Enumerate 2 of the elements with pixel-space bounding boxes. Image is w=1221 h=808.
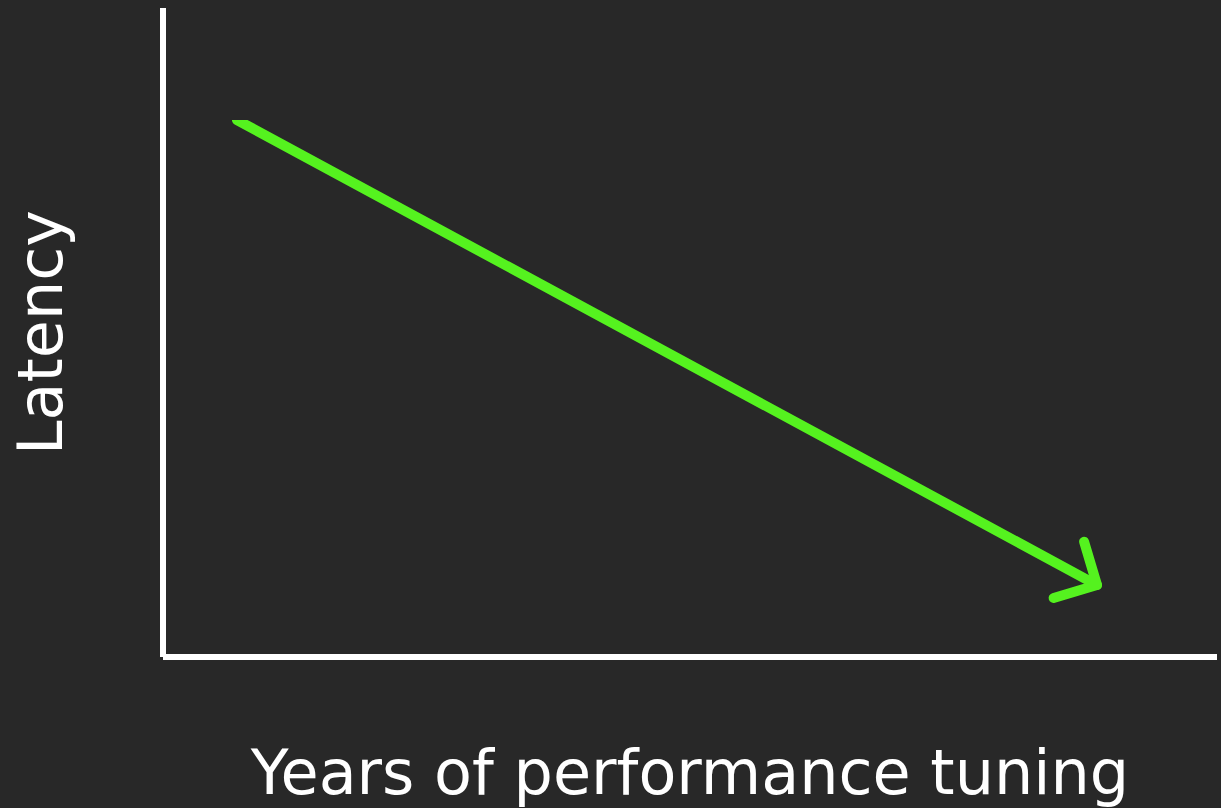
x-axis-title: Years of performance tuning <box>249 736 1130 808</box>
y-axis-title: Latency <box>3 209 77 456</box>
